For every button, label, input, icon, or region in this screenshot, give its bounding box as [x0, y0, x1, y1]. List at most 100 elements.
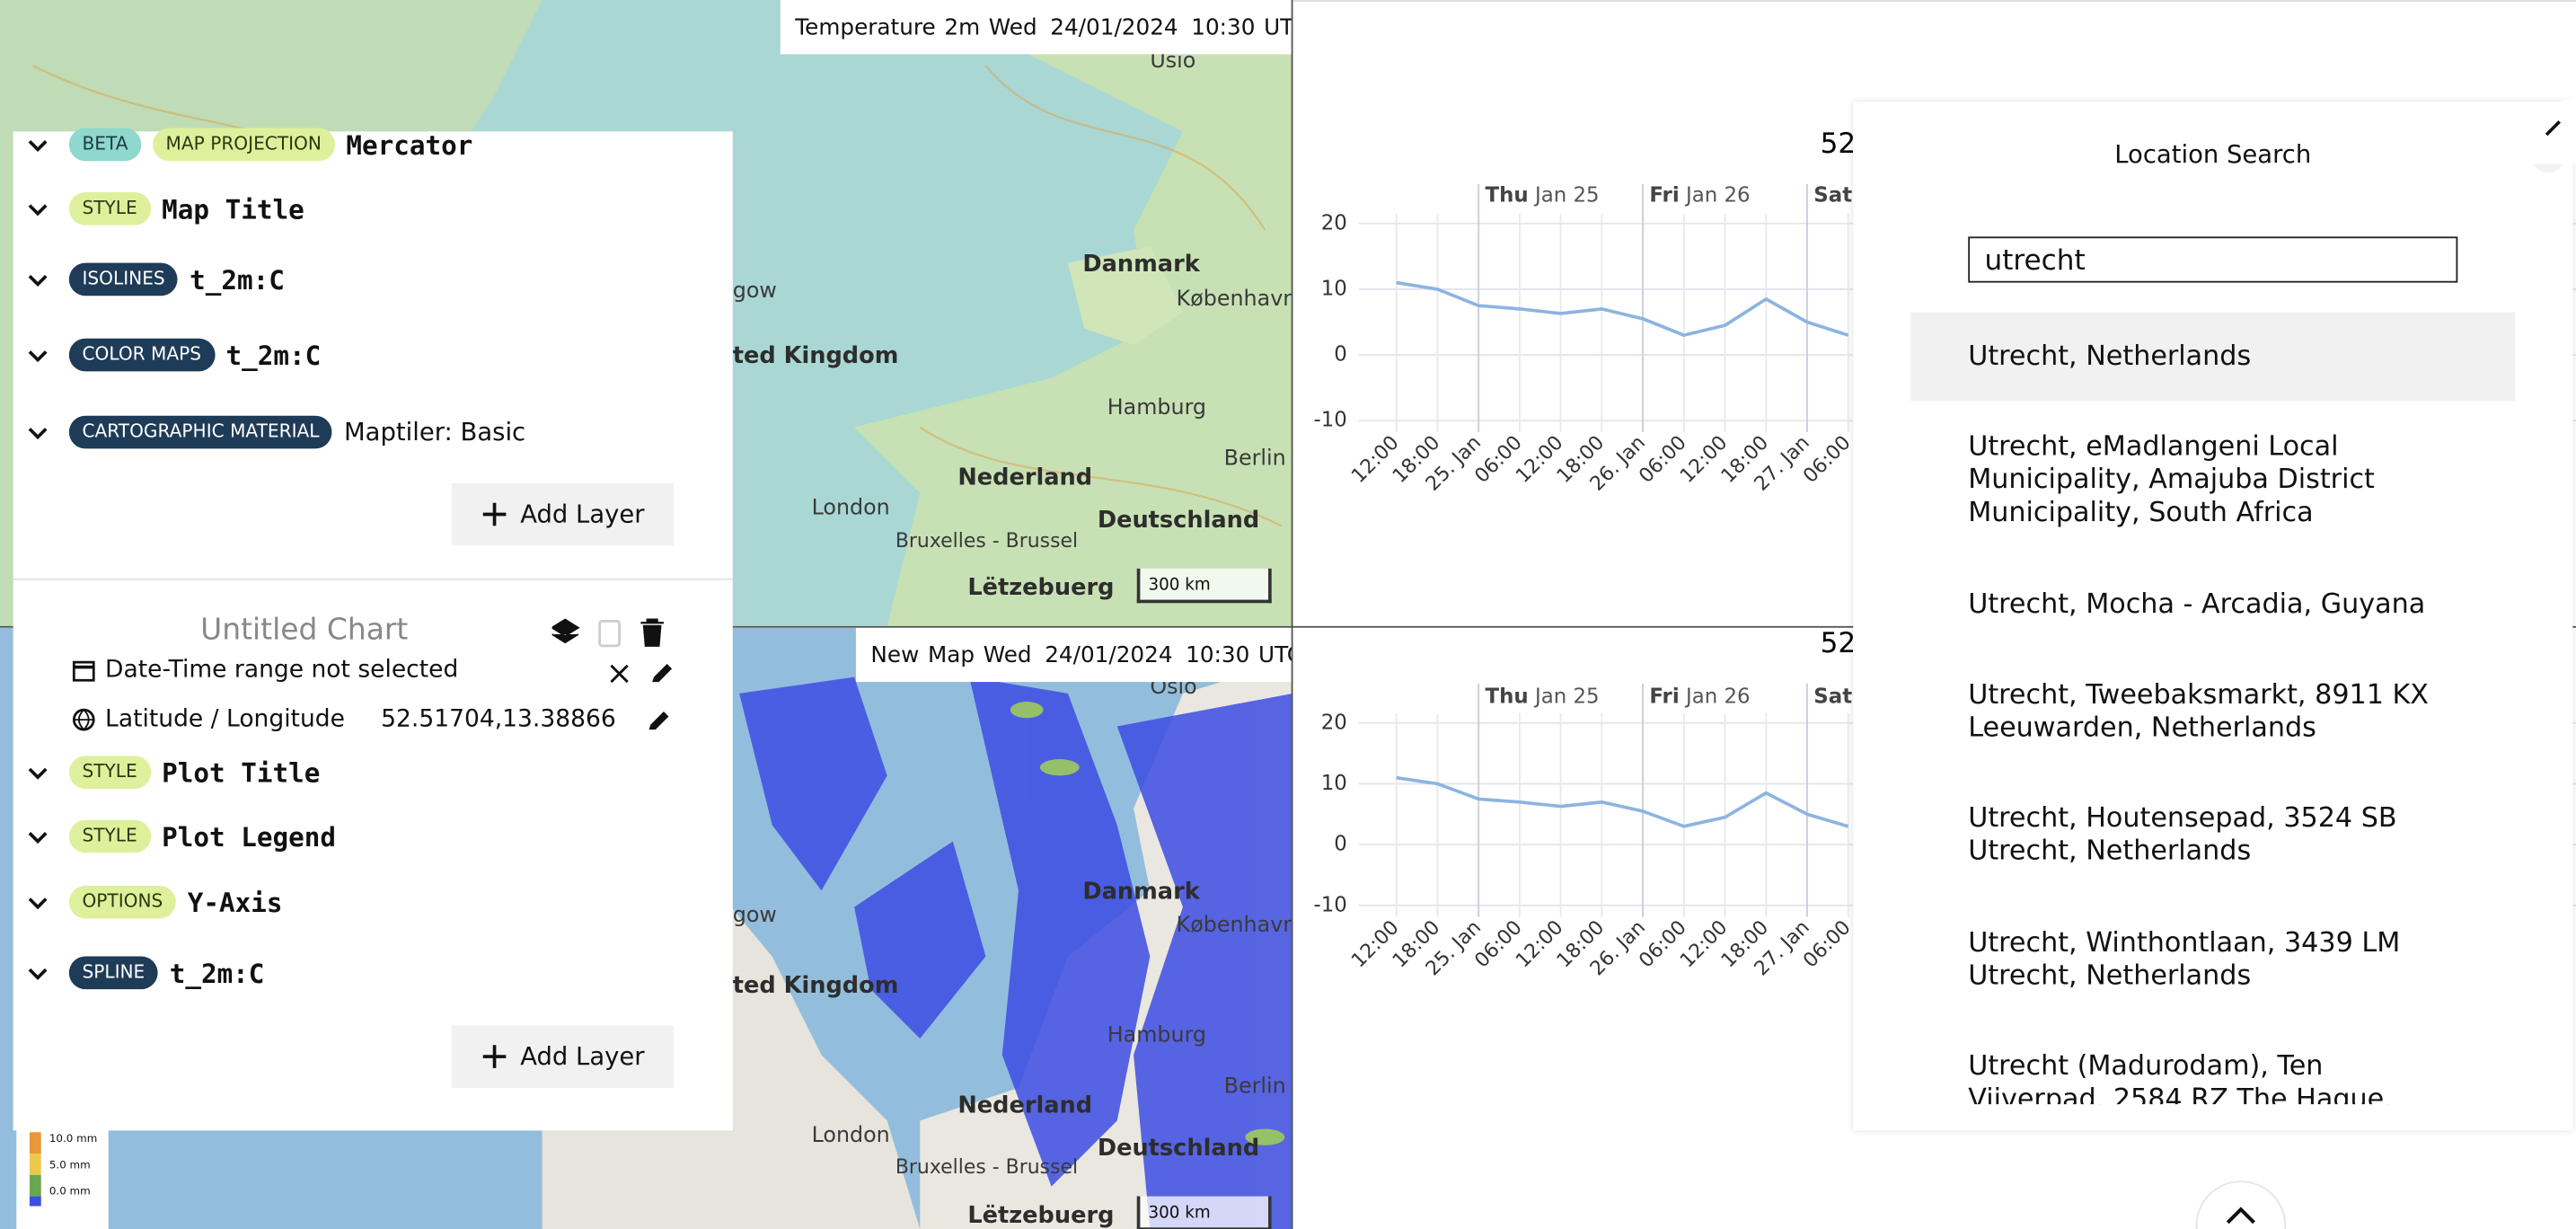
- radar-patch: [969, 676, 1151, 1187]
- legend-label: 0.0 mm: [49, 1184, 91, 1198]
- scale-bar: 300 km: [1136, 1196, 1272, 1229]
- map-label: London: [811, 496, 890, 521]
- legend-swatch: [29, 1132, 41, 1154]
- layer-row[interactable]: CARTOGRAPHIC MATERIAL Maptiler: Basic: [26, 412, 525, 452]
- map-label: London: [811, 1124, 890, 1149]
- search-result[interactable]: Utrecht, Tweebaksmarkt, 8911 KX Leeuward…: [1968, 678, 2430, 743]
- map-header-layer: Temperature 2m Wed: [795, 14, 1037, 41]
- delete-icon[interactable]: [640, 618, 664, 647]
- map-label: Danmark: [1082, 251, 1200, 279]
- layer-name: t_2m:C: [190, 263, 285, 296]
- layer-row[interactable]: STYLE Plot Title: [26, 753, 320, 792]
- day-label: Thu Jan 25: [1485, 685, 1599, 708]
- legend-label: 10.0 mm: [49, 1132, 98, 1145]
- layer-name: Plot Legend: [162, 820, 336, 853]
- collapse-button[interactable]: [2195, 1177, 2287, 1229]
- search-result[interactable]: Utrecht, Mocha - Arcadia, Guyana: [1968, 588, 2426, 620]
- layer-panel: BETA MAP PROJECTION Mercator STYLE Map T…: [13, 128, 733, 1131]
- layer-row[interactable]: ISOLINES t_2m:C: [26, 260, 285, 299]
- map-label: gow: [732, 279, 777, 305]
- map-header: New Map Wed 24/01/2024 10:30 UTC: [855, 627, 1293, 683]
- day-label: Thu Jan 25: [1485, 183, 1599, 207]
- layer-row[interactable]: STYLE Map Title: [26, 189, 304, 228]
- map-label: København: [1176, 287, 1293, 313]
- scale-bar: 300 km: [1136, 568, 1272, 604]
- location-label: Latitude / Longitude: [105, 706, 345, 733]
- calendar-icon: [72, 660, 95, 682]
- chevron[interactable]: [26, 890, 49, 914]
- layer-row[interactable]: SPLINE t_2m:C: [26, 953, 264, 993]
- layer-row[interactable]: OPTIONS Y-Axis: [26, 882, 282, 922]
- map-header-time: 10:30 UTC: [1186, 642, 1293, 669]
- badge: COLOR MAPS: [68, 338, 215, 372]
- map-label: Lëtzebuerg: [967, 1202, 1115, 1229]
- plus-icon: [482, 502, 506, 526]
- layer-row[interactable]: COLOR MAPS t_2m:C: [26, 335, 321, 375]
- map-label: Berlin: [1223, 1074, 1286, 1100]
- map-label: ted Kingdom: [732, 972, 899, 1000]
- add-layer-button[interactable]: Add Layer: [451, 1025, 674, 1088]
- y-tick-label: -10: [1314, 409, 1347, 432]
- search-result[interactable]: Utrecht, Houtensepad, 3524 SB Utrecht, N…: [1968, 801, 2397, 866]
- edge-button[interactable]: [2519, 98, 2576, 164]
- radar-intense: [1010, 702, 1285, 1145]
- map-label: gow: [732, 903, 777, 929]
- search-result[interactable]: Utrecht, eMadlangeni Local Municipality,…: [1968, 430, 2375, 528]
- add-layer-button[interactable]: Add Layer: [451, 482, 674, 546]
- layer-row[interactable]: BETA MAP PROJECTION Mercator: [26, 125, 472, 164]
- radar-echoes: [739, 676, 1293, 1229]
- divider: [1291, 0, 1293, 1229]
- land: [854, 0, 1293, 626]
- panel-title: Location Search: [2114, 139, 2312, 170]
- search-input[interactable]: utrecht: [1968, 236, 2458, 283]
- day-label: Fri Jan 26: [1649, 685, 1750, 708]
- badge: BETA: [68, 128, 142, 162]
- radar-patch: [1116, 693, 1293, 1229]
- day-weekday: Fri: [1649, 685, 1679, 708]
- copy-icon[interactable]: [598, 620, 621, 648]
- chevron[interactable]: [26, 825, 49, 848]
- chart-actions: [551, 618, 664, 648]
- day-weekday: Sat: [1813, 685, 1852, 708]
- map-label: Hamburg: [1107, 1023, 1207, 1048]
- layer-row[interactable]: STYLE Plot Legend: [26, 817, 336, 856]
- map-label: Nederland: [957, 1092, 1093, 1119]
- y-tick-label: 0: [1334, 343, 1347, 367]
- chevron[interactable]: [26, 961, 49, 985]
- chevron[interactable]: [26, 268, 49, 291]
- search-result[interactable]: Utrecht (Madurodam), Ten Vijverpad, 2584…: [1968, 1049, 2393, 1105]
- badge: SPLINE: [68, 956, 158, 990]
- search-result[interactable]: Utrecht, Winthontlaan, 3439 LM Utrecht, …: [1968, 926, 2401, 991]
- series-line: [1396, 280, 1849, 337]
- edit-icon[interactable]: [648, 711, 669, 730]
- series-line: [1396, 775, 1849, 828]
- map-header: Temperature 2m Wed 24/01/2024 10:30 UTC: [780, 0, 1293, 55]
- layer-name: Plot Title: [162, 756, 321, 789]
- search-result[interactable]: Utrecht, Netherlands: [1968, 340, 2252, 372]
- chevron[interactable]: [26, 197, 49, 220]
- location-value: 52.51704,13.38866: [381, 706, 616, 733]
- map-header-date: 24/01/2024: [1050, 14, 1178, 41]
- map-label: Hamburg: [1107, 395, 1207, 421]
- chevron[interactable]: [26, 133, 49, 156]
- land: [1067, 246, 1183, 346]
- day-weekday: Thu: [1485, 685, 1528, 708]
- radar-patch: [1245, 1128, 1285, 1145]
- chevron[interactable]: [26, 343, 49, 367]
- clear-icon[interactable]: [610, 664, 629, 684]
- edit-icon[interactable]: [652, 663, 673, 683]
- divider: [0, 625, 2576, 628]
- day-weekday: Fri: [1649, 183, 1679, 207]
- radar-patch: [1039, 759, 1080, 776]
- badge: OPTIONS: [68, 885, 176, 919]
- legend-swatch: [29, 1196, 41, 1207]
- chevron[interactable]: [26, 420, 49, 444]
- layers-icon[interactable]: [551, 618, 580, 644]
- chevron[interactable]: [26, 761, 49, 784]
- layer-name: Y-Axis: [187, 886, 283, 918]
- location-row: Latitude / Longitude 52.51704,13.38866: [72, 706, 616, 733]
- separator: [13, 578, 733, 580]
- y-tick-label: -10: [1314, 893, 1347, 916]
